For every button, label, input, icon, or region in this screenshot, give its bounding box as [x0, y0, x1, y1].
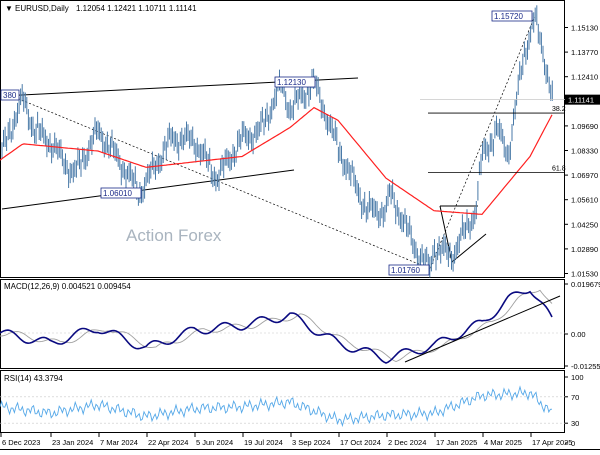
time-tick-label: 17 Oct 2024	[340, 438, 381, 447]
trend-low-label-box	[100, 187, 142, 199]
current-price-flag	[565, 94, 600, 105]
price-tick-label: 1.06970	[571, 171, 598, 180]
time-tick-label: 4 Mar 2025	[484, 438, 522, 447]
rsi-axis: 100 70 30 0	[565, 373, 584, 448]
low-label-box	[388, 264, 430, 276]
moving-average	[0, 106, 553, 216]
moving-average-line	[0, 106, 553, 216]
macd-series	[0, 289, 565, 364]
macd-line	[0, 290, 553, 364]
watermark: Action Forex	[126, 226, 222, 245]
left-label: 380	[3, 91, 17, 100]
time-tick-label: 17 Apr 2025	[532, 438, 572, 447]
trend-low-label: 1.06010	[103, 189, 132, 198]
rsi-tick-label: 70	[571, 393, 579, 402]
price-tick-label: 1.15130	[571, 24, 598, 33]
rsi-tick-label: 0	[571, 439, 575, 448]
triangle-right-line	[451, 233, 487, 263]
price-tick-label: 1.04250	[571, 220, 598, 229]
price-tick-label: 1.09690	[571, 122, 598, 131]
time-axis: 6 Dec 2023 23 Jan 2024 7 Mar 2024 22 Apr 20…	[0, 433, 572, 447]
time-tick-label: 19 Jul 2024	[244, 438, 283, 447]
time-tick-label: 22 Apr 2024	[148, 438, 188, 447]
symbol-label: EURUSD,Daily	[15, 4, 69, 13]
rsi-tick-label: 30	[571, 419, 579, 428]
rsi-label: RSI(14) 43.3794	[4, 374, 63, 383]
price-tick-label: 1.13770	[571, 48, 598, 57]
price-tick-label: 1.05610	[571, 196, 598, 205]
macd-trendline	[404, 295, 561, 363]
time-tick-label: 2 Dec 2024	[388, 438, 426, 447]
support-trendline	[1, 169, 295, 210]
time-tick-label: 7 Mar 2024	[100, 438, 138, 447]
price-bars	[1, 5, 553, 278]
macd-label: MACD(12,26,9) 0.004521 0.009454	[4, 282, 131, 291]
macd-axis: 0.019679 0.00 -0.012552	[565, 280, 600, 371]
time-tick-label: 5 Jun 2024	[196, 438, 233, 447]
mid-high-label: 1.12130	[277, 78, 306, 87]
high-label: 1.15720	[494, 12, 523, 21]
left-label-box	[0, 89, 20, 101]
fib-61-label: 61.8	[552, 165, 566, 172]
fibonacci-levels: 38.2 61.8	[428, 106, 566, 173]
macd-panel-frame	[0, 279, 565, 369]
price-tick-label: 1.12410	[571, 73, 598, 82]
time-tick-label: 23 Jan 2024	[52, 438, 93, 447]
high-label-box	[491, 10, 533, 22]
price-annotations: 1.15720 1.12130 1.01760 1.06010 380	[0, 10, 533, 276]
price-tick-label: 1.01530	[571, 270, 598, 279]
low-label: 1.01760	[391, 266, 420, 275]
rsi-line	[0, 385, 553, 428]
macd-tick-label: 0.019679	[571, 280, 600, 289]
ohlc-values: 1.12054 1.12421 1.10711 1.11141	[76, 4, 197, 13]
time-tick-label: 6 Dec 2023	[2, 438, 40, 447]
price-axis: 1.15130 1.13770 1.12410 1.09690 1.08330 1.069…	[420, 24, 600, 279]
rsi-panel-frame	[0, 370, 565, 433]
price-tick-label: 1.02890	[571, 245, 598, 254]
current-price-value: 1.11141	[568, 96, 594, 105]
price-panel-frame	[0, 0, 565, 278]
rsi-tick-label: 100	[571, 373, 584, 382]
mid-high-label-box	[274, 76, 316, 88]
fib-38-label: 38.2	[552, 106, 566, 113]
time-tick-label: 17 Jan 2025	[436, 438, 477, 447]
rsi-series	[0, 385, 565, 428]
macd-tick-label: 0.00	[571, 330, 586, 339]
time-tick-label: 3 Sep 2024	[292, 438, 330, 447]
macd-tick-label: -0.012552	[571, 362, 600, 371]
price-tick-label: 1.08330	[571, 147, 598, 156]
collapse-triangle-icon[interactable]: ▼	[5, 4, 13, 13]
